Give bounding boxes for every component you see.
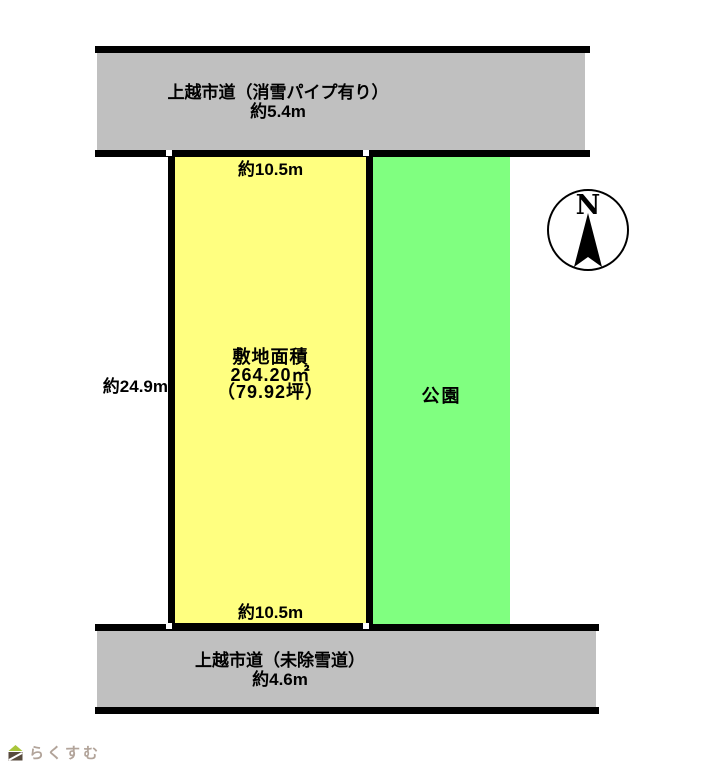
plot-area-sqm: 264.20㎡ bbox=[230, 364, 311, 385]
bottom-road-surface bbox=[97, 631, 596, 707]
park-label: 公園 bbox=[421, 386, 462, 406]
park-area bbox=[373, 157, 510, 624]
plot-handle-bottom-left bbox=[166, 623, 172, 629]
bottom-road-lower-edge-line bbox=[95, 707, 599, 714]
compass-circle bbox=[547, 189, 629, 271]
bottom-road-width: 約4.6m bbox=[252, 670, 308, 689]
bottom-road-name: 上越市道（未除雪道） bbox=[195, 651, 365, 670]
plot-area-title: 敷地面積 bbox=[232, 347, 309, 367]
compass-needle-icon bbox=[574, 213, 602, 267]
plot-area-block: 敷地面積 264.20㎡ （79.92坪） bbox=[168, 347, 373, 402]
plot-area-tsubo: （79.92坪） bbox=[216, 382, 325, 402]
house-logo-icon bbox=[8, 745, 23, 761]
top-road-upper-edge-line bbox=[95, 46, 590, 53]
plot-top-dimension: 約10.5m bbox=[237, 160, 304, 179]
plot-handle-bottom-right bbox=[363, 623, 369, 629]
top-road-surface bbox=[97, 53, 585, 150]
top-road-name: 上越市道（消雪パイプ有り） bbox=[167, 83, 389, 102]
site-logo: らくすむ bbox=[7, 742, 101, 763]
logo-text: らくすむ bbox=[29, 745, 102, 762]
bottom-road-label: 上越市道（未除雪道） 約4.6m bbox=[140, 651, 420, 689]
bottom-road-upper-edge-line bbox=[95, 624, 599, 631]
plot-left-dimension: 約24.9m bbox=[102, 377, 168, 396]
compass-north-indicator: N bbox=[547, 189, 629, 271]
top-road-label: 上越市道（消雪パイプ有り） 約5.4m bbox=[138, 83, 418, 121]
top-road-width: 約5.4m bbox=[250, 102, 306, 121]
plot-handle-top-right bbox=[363, 150, 369, 156]
plot-handle-top-left bbox=[166, 150, 172, 156]
plot-bottom-dimension: 約10.5m bbox=[237, 603, 304, 622]
